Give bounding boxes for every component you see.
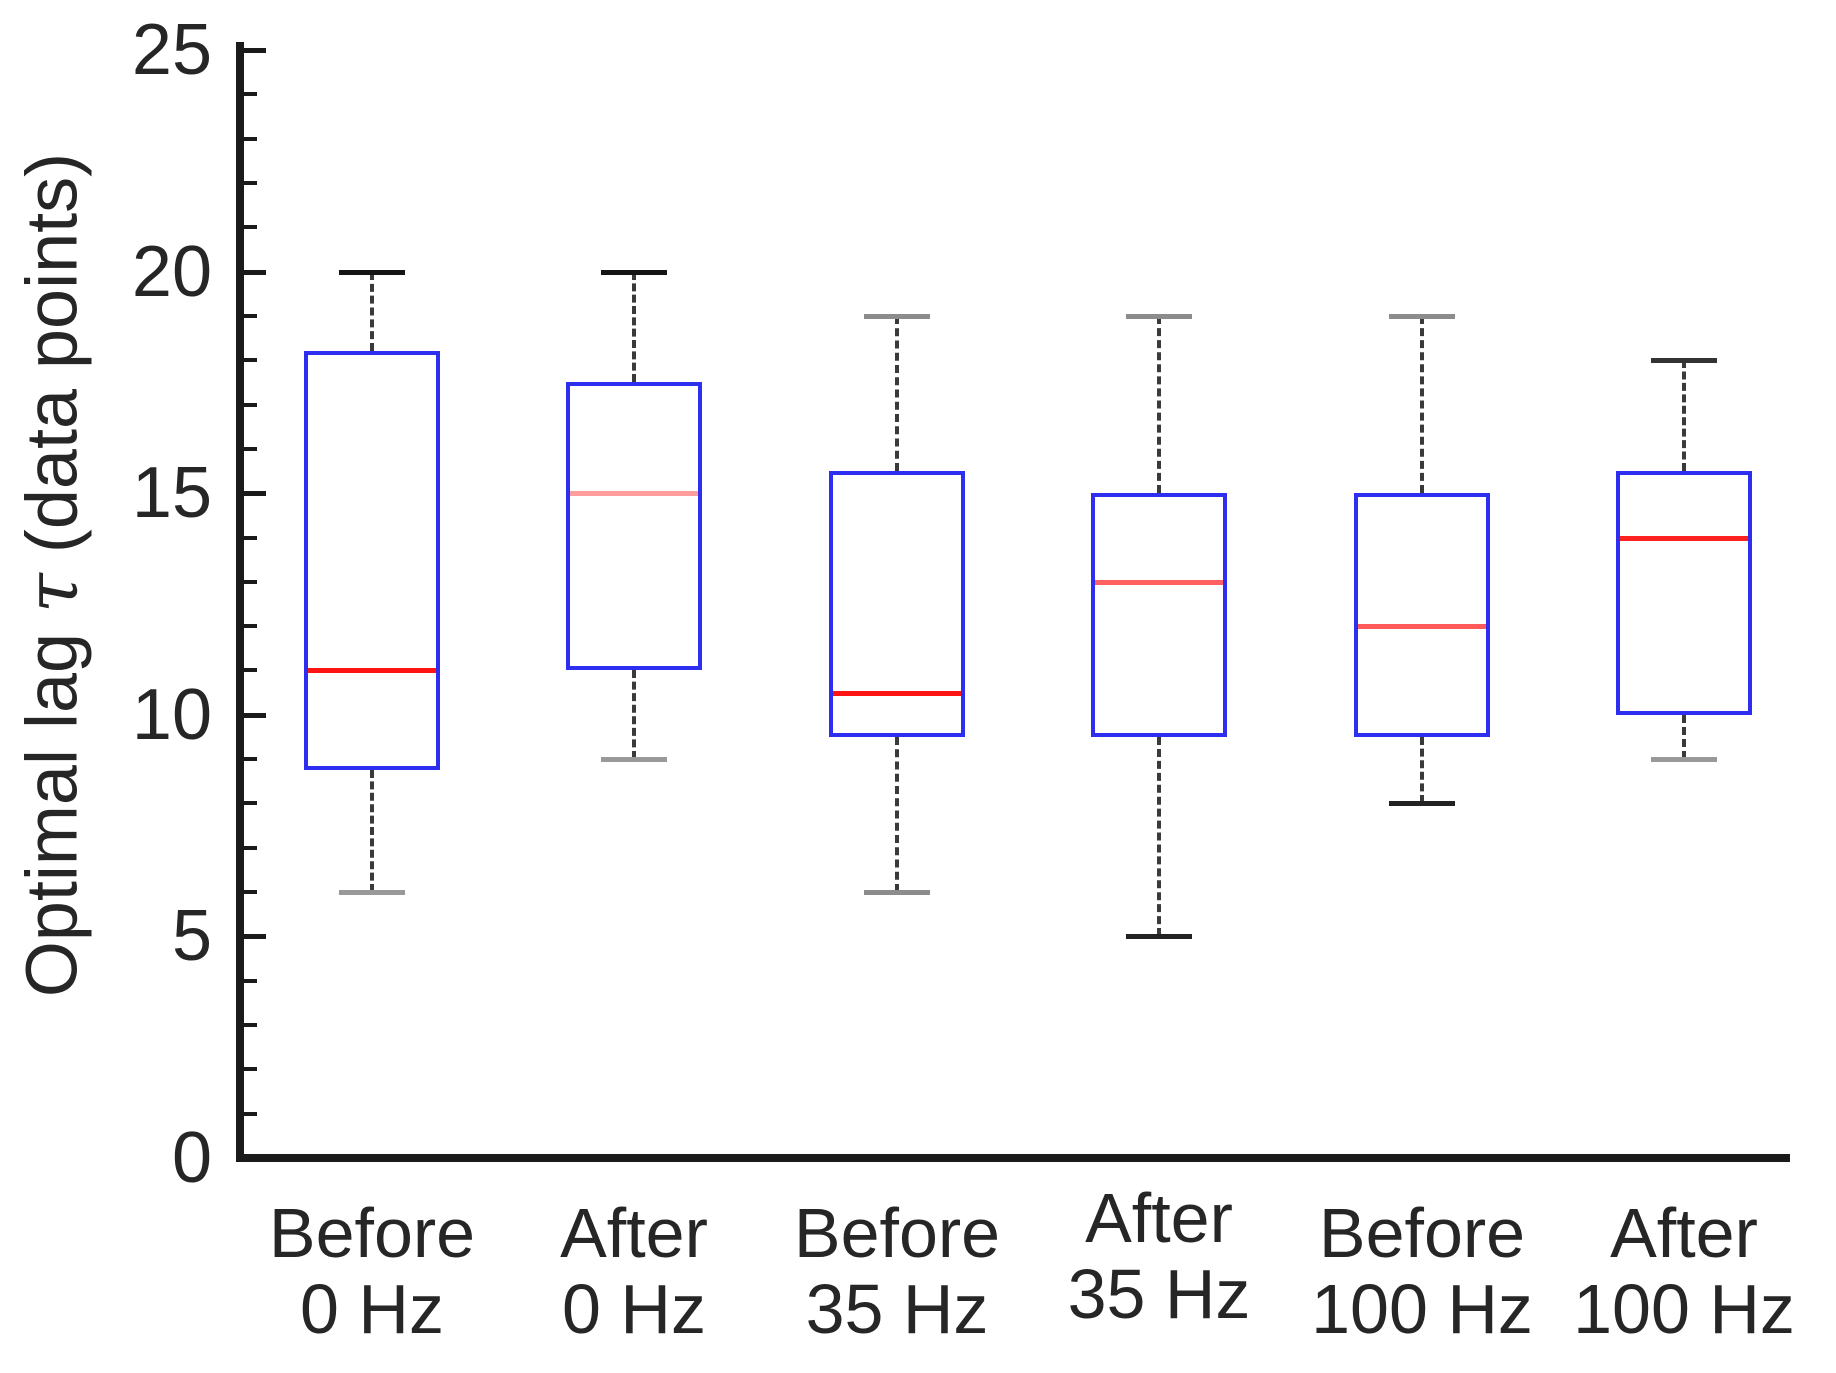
y-minor-tick <box>244 1112 257 1116</box>
y-minor-tick <box>244 890 257 894</box>
y-major-tick <box>244 270 266 275</box>
lower-whisker-cap <box>864 890 930 895</box>
lower-whisker-line <box>632 670 636 759</box>
lower-whisker-line <box>1682 715 1686 759</box>
iqr-box <box>304 351 440 770</box>
y-minor-tick <box>244 181 257 185</box>
lower-whisker-line <box>1157 737 1161 936</box>
median-line <box>308 668 436 673</box>
lower-whisker-cap <box>339 890 405 895</box>
y-tick-label: 25 <box>131 10 212 90</box>
y-minor-tick <box>244 846 257 850</box>
upper-whisker-line <box>1420 316 1424 493</box>
lower-whisker-line <box>895 737 899 892</box>
median-line <box>570 491 698 496</box>
iqr-box <box>829 471 965 737</box>
lower-whisker-cap <box>1126 934 1192 939</box>
y-minor-tick <box>244 92 257 96</box>
upper-whisker-line <box>1682 360 1686 471</box>
y-axis-spine <box>236 42 244 1162</box>
y-minor-tick <box>244 1023 257 1027</box>
y-minor-tick <box>244 624 257 628</box>
median-line <box>1095 580 1223 585</box>
x-tick-label-line2: 35 Hz <box>805 1270 989 1348</box>
iqr-box <box>566 382 702 670</box>
lower-whisker-cap <box>601 757 667 762</box>
median-line <box>1620 536 1748 541</box>
y-minor-tick <box>244 801 257 805</box>
median-line <box>833 691 961 696</box>
y-minor-tick <box>244 314 257 318</box>
y-minor-tick <box>244 137 257 141</box>
y-tick-label: 20 <box>131 232 212 312</box>
upper-whisker-cap <box>1126 314 1192 319</box>
y-tick-label: 15 <box>131 453 212 533</box>
x-tick-label-line1: Before <box>793 1194 1001 1272</box>
lower-whisker-line <box>370 770 374 892</box>
iqr-box <box>1616 471 1752 715</box>
iqr-box <box>1091 493 1227 737</box>
y-minor-tick <box>244 580 257 584</box>
y-tick-label: 10 <box>131 675 212 755</box>
upper-whisker-line <box>895 316 899 471</box>
y-minor-tick <box>244 225 257 229</box>
x-tick-label-line1: After <box>1610 1194 1758 1272</box>
y-minor-tick <box>244 1067 257 1071</box>
upper-whisker-cap <box>601 270 667 275</box>
y-major-tick <box>244 1156 266 1161</box>
x-axis-line <box>236 1154 1790 1162</box>
median-line <box>1358 624 1486 629</box>
x-tick-label-line1: After <box>1085 1179 1233 1257</box>
y-minor-tick <box>244 536 257 540</box>
lower-whisker-cap <box>1389 801 1455 806</box>
x-tick-label-line2: 100 Hz <box>1573 1270 1795 1348</box>
y-major-tick <box>244 934 266 939</box>
upper-whisker-line <box>632 272 636 382</box>
y-minor-tick <box>244 979 257 983</box>
upper-whisker-cap <box>1651 358 1717 363</box>
y-major-tick <box>244 491 266 496</box>
upper-whisker-cap <box>864 314 930 319</box>
y-minor-tick <box>244 358 257 362</box>
x-tick-label-line1: Before <box>1318 1194 1526 1272</box>
upper-whisker-line <box>1157 316 1161 493</box>
y-major-tick <box>244 48 266 53</box>
upper-whisker-cap <box>1389 314 1455 319</box>
y-tick-label: 5 <box>171 896 212 976</box>
x-tick-label-line1: Before <box>268 1194 476 1272</box>
iqr-box <box>1354 493 1490 737</box>
y-minor-tick <box>244 668 257 672</box>
lower-whisker-line <box>1420 737 1424 803</box>
lower-whisker-cap <box>1651 757 1717 762</box>
upper-whisker-cap <box>339 270 405 275</box>
y-minor-tick <box>244 403 257 407</box>
y-minor-tick <box>244 757 257 761</box>
y-axis-title-tau: τ <box>9 573 94 613</box>
y-tick-label: 0 <box>171 1118 212 1198</box>
y-major-tick <box>244 713 266 718</box>
x-tick-label-line2: 0 Hz <box>562 1270 706 1348</box>
x-tick-label-line2: 35 Hz <box>1067 1255 1251 1333</box>
y-minor-tick <box>244 447 257 451</box>
x-tick-label-line1: After <box>560 1194 708 1272</box>
x-tick-label-line2: 0 Hz <box>300 1270 444 1348</box>
upper-whisker-line <box>370 272 374 351</box>
x-tick-label-line2: 100 Hz <box>1311 1270 1533 1348</box>
